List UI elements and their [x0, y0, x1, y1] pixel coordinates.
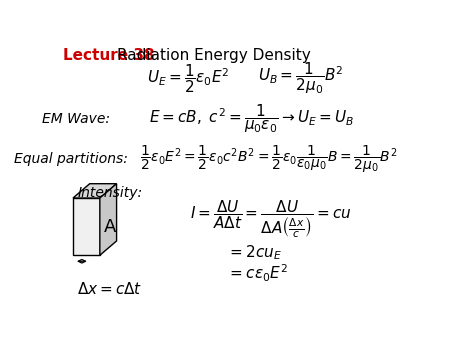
Text: $= c\epsilon_0 E^2$: $= c\epsilon_0 E^2$ — [227, 263, 288, 284]
Text: $U_B = \dfrac{1}{2\mu_0}B^2$: $U_B = \dfrac{1}{2\mu_0}B^2$ — [257, 61, 343, 96]
Polygon shape — [73, 198, 100, 255]
Text: Equal partitions:: Equal partitions: — [14, 152, 128, 166]
Text: Lecture 38: Lecture 38 — [63, 48, 155, 63]
Text: Intensity:: Intensity: — [77, 186, 142, 200]
Text: Radiation Energy Density: Radiation Energy Density — [117, 48, 311, 63]
Text: $\dfrac{1}{2}\epsilon_0 E^2 = \dfrac{1}{2}\epsilon_0 c^2 B^2 = \dfrac{1}{2}\epsi: $\dfrac{1}{2}\epsilon_0 E^2 = \dfrac{1}{… — [140, 143, 398, 175]
Text: $U_E = \dfrac{1}{2}\epsilon_0 E^2$: $U_E = \dfrac{1}{2}\epsilon_0 E^2$ — [148, 62, 230, 95]
Text: $= 2cu_E$: $= 2cu_E$ — [227, 243, 282, 262]
Text: EM Wave:: EM Wave: — [42, 112, 110, 126]
Polygon shape — [73, 184, 117, 198]
Text: $E = cB,\ c^2 = \dfrac{1}{\mu_0\epsilon_0} \rightarrow U_E = U_B$: $E = cB,\ c^2 = \dfrac{1}{\mu_0\epsilon_… — [149, 102, 354, 135]
Text: $I = \dfrac{\Delta U}{A\Delta t} = \dfrac{\Delta U}{\Delta A\left(\frac{\Delta x: $I = \dfrac{\Delta U}{A\Delta t} = \dfra… — [190, 198, 351, 240]
Text: A: A — [104, 218, 117, 236]
Polygon shape — [100, 184, 117, 255]
Text: $\Delta x = c\Delta t$: $\Delta x = c\Delta t$ — [77, 281, 143, 297]
